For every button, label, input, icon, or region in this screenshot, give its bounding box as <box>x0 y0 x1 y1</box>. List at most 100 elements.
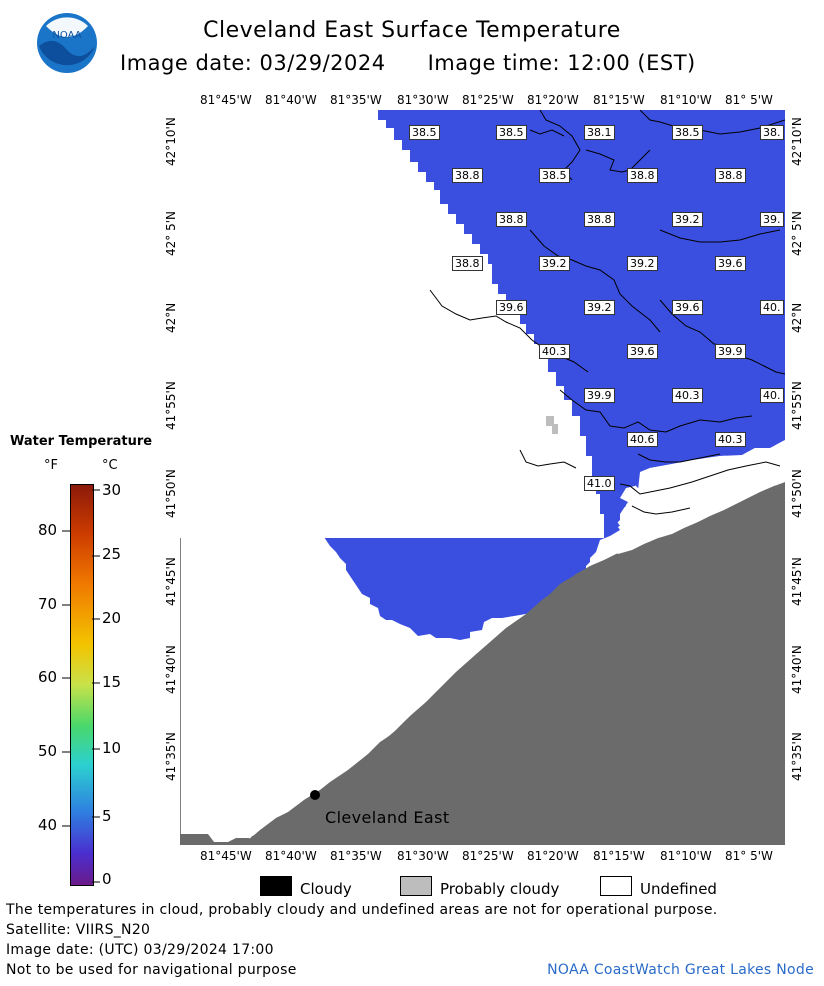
c-tick: 20 <box>102 609 122 627</box>
lon-label: 81°25'W <box>462 849 514 863</box>
temp-label: 39.6 <box>715 256 746 271</box>
undefined-label: Undefined <box>640 880 717 898</box>
c-tick: 25 <box>102 545 122 563</box>
lat-label: 41°50'N <box>164 469 178 518</box>
f-tick: 40 <box>38 816 58 834</box>
temp-label: 40.3 <box>672 388 703 403</box>
lat-label: 41°40'N <box>790 645 804 694</box>
lon-label: 81°20'W <box>527 849 579 863</box>
lon-label: 81°15'W <box>593 849 645 863</box>
temp-label: 41.0 <box>584 476 615 491</box>
temp-label: 39. <box>760 212 784 227</box>
temp-label: 38.8 <box>496 212 527 227</box>
lat-label: 42°N <box>790 302 804 333</box>
lat-label: 41°45'N <box>164 557 178 606</box>
lon-label: 81° 5'W <box>725 93 773 107</box>
temp-label: 39.6 <box>496 300 527 315</box>
color-bar <box>70 484 94 886</box>
temp-label: 38.8 <box>627 168 658 183</box>
image-date-utc: Image date: (UTC) 03/29/2024 17:00 <box>6 942 274 958</box>
cloudy-label: Cloudy <box>300 880 352 898</box>
undefined-shore-strip <box>618 440 785 554</box>
lon-label: 81°40'W <box>265 93 317 107</box>
map-area <box>180 110 785 845</box>
temp-label: 40.3 <box>539 344 570 359</box>
land-main <box>180 482 785 845</box>
credit: NOAA CoastWatch Great Lakes Node <box>547 962 814 978</box>
temp-label: 39.9 <box>715 344 746 359</box>
probably-cloudy-patch <box>546 416 554 426</box>
lon-label: 81°35'W <box>330 93 382 107</box>
temp-label: 38.1 <box>584 125 615 140</box>
temp-label: 40.3 <box>715 432 746 447</box>
c-tick: 5 <box>102 807 112 825</box>
temp-label: 38.8 <box>715 168 746 183</box>
f-tick: 60 <box>38 668 58 686</box>
lon-label: 81°30'W <box>397 849 449 863</box>
temp-label: 40. <box>760 388 784 403</box>
lon-label: 81°45'W <box>200 93 252 107</box>
probably-cloudy-patch <box>552 424 558 434</box>
image-date: Image date: 03/29/2024 <box>120 51 386 75</box>
lat-label: 42° 5'N <box>164 211 178 256</box>
lat-label: 41°35'N <box>164 732 178 781</box>
temp-label: 38.8 <box>452 168 483 183</box>
noaa-logo-icon: NOAA <box>37 13 97 73</box>
lon-label: 81° 5'W <box>725 849 773 863</box>
temp-label: 38.5 <box>409 125 440 140</box>
lon-label: 81°20'W <box>527 93 579 107</box>
temp-label: 39.9 <box>584 388 615 403</box>
temp-label: 39.2 <box>672 212 703 227</box>
f-tick: 50 <box>38 742 58 760</box>
probably-cloudy-label: Probably cloudy <box>440 880 560 898</box>
lon-label: 81°10'W <box>660 849 712 863</box>
undefined-area <box>180 110 604 538</box>
disclaimer: The temperatures in cloud, probably clou… <box>6 902 718 918</box>
logo-text: NOAA <box>52 30 81 41</box>
satellite: Satellite: VIIRS_N20 <box>6 922 151 938</box>
c-tick: 30 <box>102 481 122 499</box>
undefined-swatch <box>600 876 632 896</box>
temp-label: 38.5 <box>539 168 570 183</box>
place-label: Cleveland East <box>325 808 450 827</box>
f-tick: 80 <box>38 521 58 539</box>
image-time: Image time: 12:00 (EST) <box>427 51 696 75</box>
lat-label: 42°N <box>164 302 178 333</box>
f-tick: 70 <box>38 595 58 613</box>
lat-label: 41°45'N <box>790 557 804 606</box>
temp-label: 39.6 <box>627 344 658 359</box>
lat-label: 41°35'N <box>790 732 804 781</box>
probably-cloudy-swatch <box>400 876 432 896</box>
lon-label: 81°40'W <box>265 849 317 863</box>
lat-label: 42°10'N <box>790 117 804 166</box>
lon-label: 81°10'W <box>660 93 712 107</box>
lat-label: 42° 5'N <box>790 211 804 256</box>
lon-label: 81°35'W <box>330 849 382 863</box>
color-bar-ticks <box>62 489 100 883</box>
lat-label: 41°55'N <box>790 381 804 430</box>
legend-title: Water Temperature <box>10 434 153 449</box>
lon-label: 81°15'W <box>593 93 645 107</box>
temp-label: 40. <box>760 300 784 315</box>
c-tick: 0 <box>102 870 112 888</box>
temp-label: 39.2 <box>584 300 615 315</box>
temp-label: 40.6 <box>627 432 658 447</box>
temp-label: 39.6 <box>672 300 703 315</box>
lat-label: 41°55'N <box>164 381 178 430</box>
temp-label: 38. <box>760 125 784 140</box>
navigation-note: Not to be used for navigational purpose <box>6 962 297 978</box>
lon-label: 81°45'W <box>200 849 252 863</box>
lat-label: 41°50'N <box>790 469 804 518</box>
c-tick: 10 <box>102 739 122 757</box>
temp-label: 38.8 <box>584 212 615 227</box>
unit-celsius: °C <box>102 458 118 473</box>
temp-label: 38.5 <box>672 125 703 140</box>
page-title: Cleveland East Surface Temperature <box>203 18 621 43</box>
city-marker-icon <box>310 790 320 800</box>
cloudy-swatch <box>260 876 292 896</box>
temp-label: 39.2 <box>539 256 570 271</box>
lat-label: 42°10'N <box>164 117 178 166</box>
lon-label: 81°25'W <box>462 93 514 107</box>
temp-label: 38.8 <box>452 256 483 271</box>
temp-label: 39.2 <box>627 256 658 271</box>
